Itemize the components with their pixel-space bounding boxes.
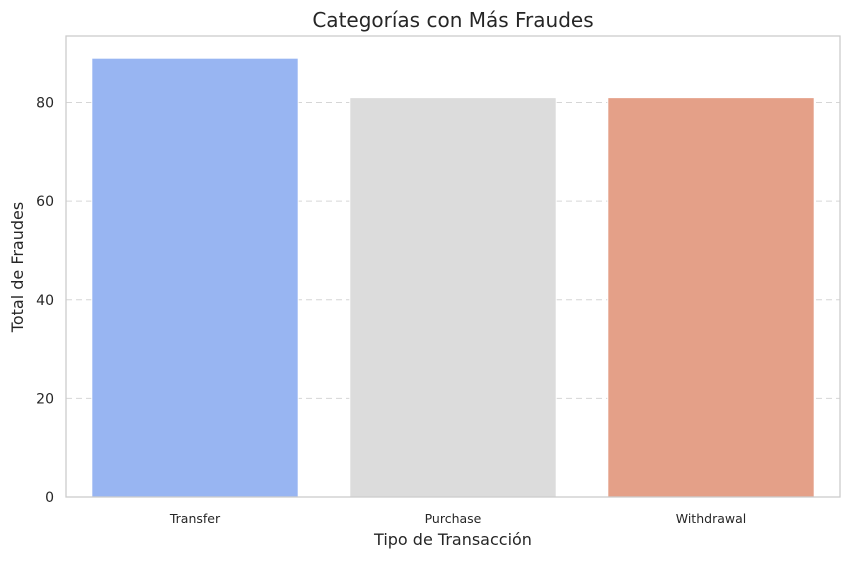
x-tick-label: Transfer: [169, 511, 221, 526]
chart-title: Categorías con Más Fraudes: [312, 8, 593, 32]
y-tick-label: 60: [36, 194, 54, 210]
x-tick-label: Purchase: [425, 511, 482, 526]
y-tick-label: 20: [36, 391, 54, 407]
plot-frame: [65, 35, 841, 498]
x-axis-ticks: Transfer Purchase Withdrawal: [169, 511, 746, 526]
bar-transfer: [91, 57, 299, 498]
bar-purchase: [349, 97, 557, 498]
y-tick-label: 40: [36, 293, 54, 309]
x-axis-label: Tipo de Transacción: [373, 530, 532, 549]
y-tick-label: 80: [36, 96, 54, 112]
y-tick-label: 0: [45, 490, 54, 506]
bar-withdrawal: [607, 97, 815, 498]
y-axis-label: Total de Fraudes: [8, 202, 27, 333]
y-axis-ticks: 0 20 40 60 80: [36, 96, 54, 506]
x-tick-label: Withdrawal: [676, 511, 746, 526]
bars: [91, 57, 815, 498]
